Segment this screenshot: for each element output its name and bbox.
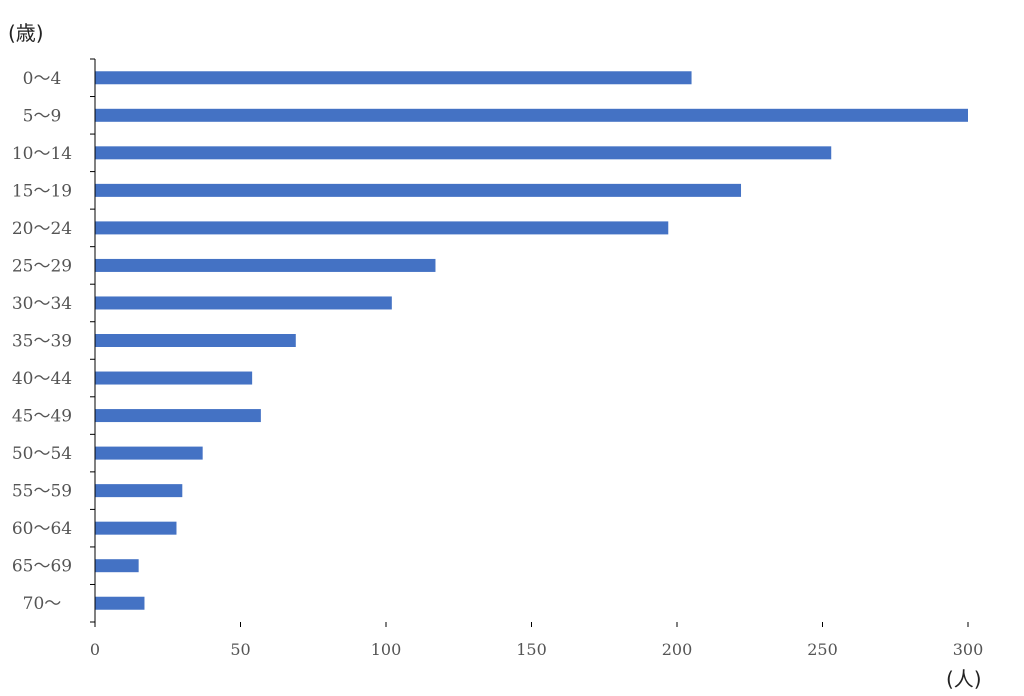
x-ticks-group: 0 50 100 150 200 250 300 — [90, 622, 983, 659]
category-label: 55〜59 — [12, 482, 72, 502]
category-label: 25〜29 — [12, 256, 72, 276]
bar-9 — [95, 409, 261, 423]
category-label: 70〜 — [23, 594, 62, 614]
category-label: 0〜4 — [23, 69, 62, 89]
category-label: 10〜14 — [12, 144, 72, 164]
category-label: 35〜39 — [12, 332, 72, 352]
category-label: 40〜44 — [12, 369, 72, 389]
category-label: 50〜54 — [12, 444, 72, 464]
x-tick-label: 50 — [230, 640, 250, 659]
x-tick-label: 300 — [953, 640, 984, 659]
x-axis-unit-label: (人) — [946, 667, 982, 691]
bar-0 — [95, 71, 692, 85]
bar-7 — [95, 334, 296, 347]
bar-6 — [95, 296, 392, 310]
x-tick-label: 150 — [516, 640, 547, 659]
category-labels-group: 0〜4 5〜9 10〜14 15〜19 20〜24 25〜29 30〜34 35〜39 40〜4… — [12, 58, 95, 623]
x-tick-label: 0 — [90, 640, 100, 659]
bar-10 — [95, 446, 203, 460]
bar-4 — [95, 221, 669, 235]
category-label: 15〜19 — [12, 181, 72, 201]
bar-12 — [95, 521, 177, 535]
bar-11 — [95, 484, 183, 498]
category-label: 45〜49 — [12, 407, 72, 427]
bar-1 — [95, 108, 968, 122]
bar-14 — [95, 596, 145, 610]
y-axis-unit-label: (歳) — [8, 21, 44, 45]
bar-3 — [95, 183, 742, 197]
category-label: 30〜34 — [12, 294, 72, 314]
x-tick-label: 250 — [807, 640, 838, 659]
category-label: 65〜69 — [12, 557, 72, 577]
bar-8 — [95, 371, 253, 385]
category-label: 60〜64 — [12, 519, 72, 539]
bar-13 — [95, 559, 139, 573]
bar-5 — [95, 258, 436, 272]
bar-2 — [95, 146, 832, 160]
category-label: 20〜24 — [12, 219, 72, 239]
x-tick-label: 100 — [371, 640, 402, 659]
bars-group — [95, 71, 968, 610]
x-tick-label: 200 — [662, 640, 693, 659]
category-label: 5〜9 — [23, 106, 62, 126]
